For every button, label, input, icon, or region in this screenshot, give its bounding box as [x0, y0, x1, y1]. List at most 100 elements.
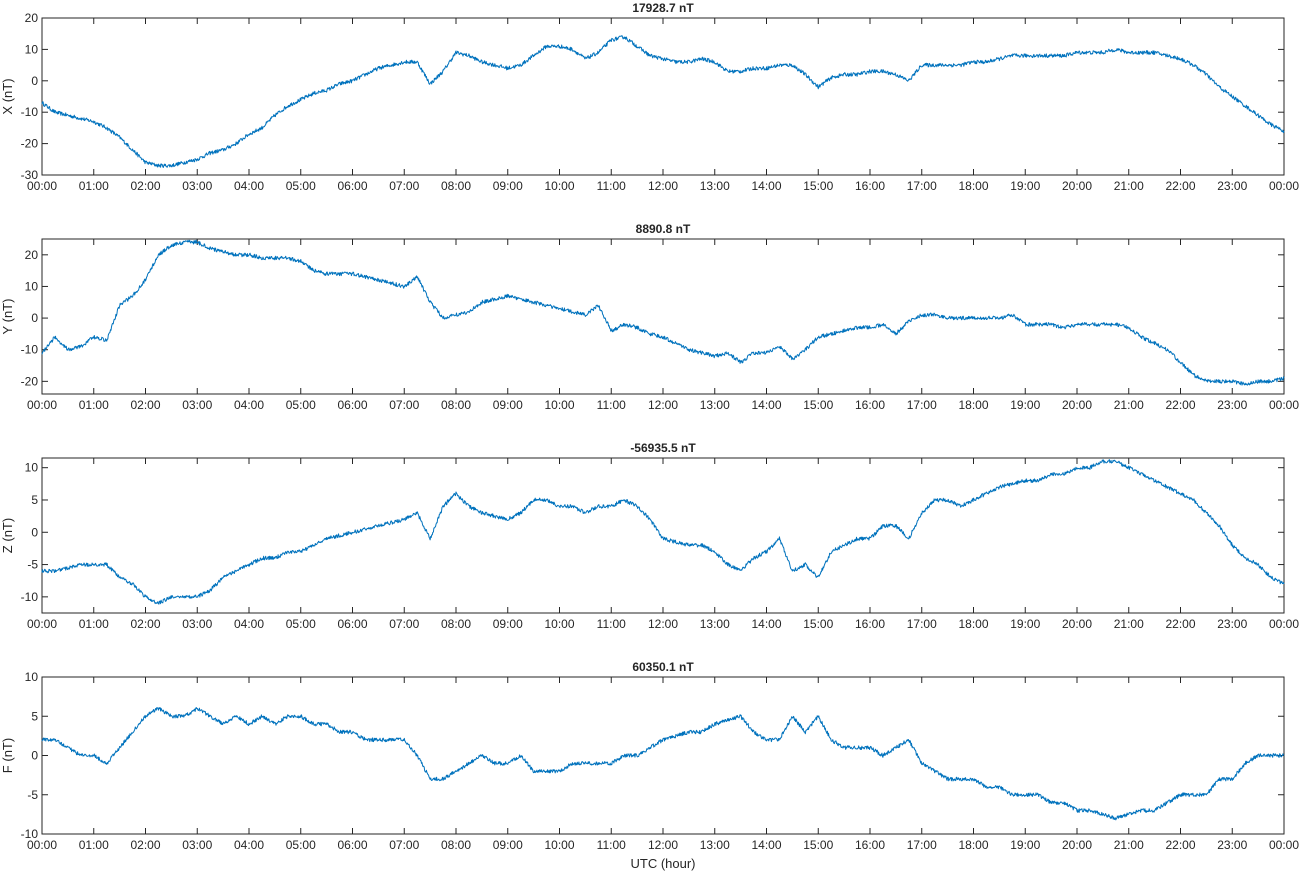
- panel-f-xtick-label: 06:00: [337, 838, 367, 852]
- panel-y: 8890.8 nT -20 -10 0 10 20 00:00 01:00 02:00 03:00…: [0, 222, 1299, 412]
- panel-z-xtick-label: 14:00: [751, 617, 781, 631]
- panel-z-axes-box: [41, 457, 1285, 614]
- panel-x-ytick-label: -10: [21, 105, 39, 119]
- panel-f-xtick-label: 07:00: [389, 838, 419, 852]
- panel-f: 60350.1 nT -10 -5 0 5 10 00:00 01:00 02:00 03:00 0…: [0, 660, 1299, 871]
- panel-x-series-line: [41, 35, 1285, 168]
- panel-y-xtick-label: 09:00: [493, 398, 523, 412]
- panel-z-xtick-label: 23:00: [1217, 617, 1247, 631]
- panel-f-xtick-label: 08:00: [441, 838, 471, 852]
- panel-x-xtick-label: 00:00: [27, 179, 57, 193]
- panel-x-xtick-label: 08:00: [441, 179, 471, 193]
- panel-x-ytick-label: -20: [21, 137, 39, 151]
- panel-f-ytick-label: -10: [21, 827, 39, 841]
- panel-y-xtick-label: 02:00: [130, 398, 160, 412]
- panel-z-xtick-label: 09:00: [493, 617, 523, 631]
- panel-f-xtick-label: 23:00: [1217, 838, 1247, 852]
- panel-z-xtick-label: 01:00: [79, 617, 109, 631]
- panel-y-xtick-label: 13:00: [700, 398, 730, 412]
- panel-x-ytick-label: 20: [25, 11, 39, 25]
- panel-z-xtick-label: 02:00: [130, 617, 160, 631]
- panel-z-xtick-label: 00:00: [1269, 617, 1299, 631]
- panel-z-xtick-label: 21:00: [1114, 617, 1144, 631]
- panel-z-xtick-label: 22:00: [1165, 617, 1195, 631]
- panel-f-xtick-label: 00:00: [1269, 838, 1299, 852]
- panel-y-xtick-label: 19:00: [1010, 398, 1040, 412]
- panel-f-xlabel: UTC (hour): [630, 856, 695, 871]
- panel-f-xtick-label: 18:00: [958, 838, 988, 852]
- panel-f-xtick-label: 14:00: [751, 838, 781, 852]
- panel-y-xtick-label: 03:00: [182, 398, 212, 412]
- panel-z-ylabel: Z (nT): [0, 518, 15, 553]
- panel-f-series-line: [41, 707, 1285, 821]
- panel-z-xtick-label: 15:00: [803, 617, 833, 631]
- panel-f-xtick-label: 20:00: [1062, 838, 1092, 852]
- panel-z-ytick-label: 5: [31, 493, 38, 507]
- panel-z-xtick-label: 04:00: [234, 617, 264, 631]
- panel-y-xtick-label: 21:00: [1114, 398, 1144, 412]
- panel-z-xtick-label: 07:00: [389, 617, 419, 631]
- panel-y-xtick-label: 00:00: [1269, 398, 1299, 412]
- panel-f-xtick-label: 13:00: [700, 838, 730, 852]
- panel-y-xtick-label: 05:00: [286, 398, 316, 412]
- panel-f-ytick-label: 0: [31, 749, 38, 763]
- panel-f-axes-box: [41, 676, 1285, 835]
- panel-x-xtick-label: 10:00: [544, 179, 574, 193]
- panel-f-xtick-label: 09:00: [493, 838, 523, 852]
- panel-z-xtick-label: 03:00: [182, 617, 212, 631]
- panel-y-xtick-label: 18:00: [958, 398, 988, 412]
- panel-x-xtick-label: 21:00: [1114, 179, 1144, 193]
- panel-f-xtick-label: 15:00: [803, 838, 833, 852]
- panel-x-xtick-label: 17:00: [907, 179, 937, 193]
- panel-z-ytick-label: -5: [27, 558, 38, 572]
- panel-y-ytick-label: 10: [25, 279, 39, 293]
- panel-x: 17928.7 nT -30 -20 -10 0 10 20 00:00 01:00 02:00 0…: [0, 1, 1299, 193]
- panel-y-xtick-label: 16:00: [855, 398, 885, 412]
- panel-y-xtick-label: 23:00: [1217, 398, 1247, 412]
- panel-x-xtick-label: 13:00: [700, 179, 730, 193]
- panel-y-ytick-label: 0: [31, 311, 38, 325]
- panel-y-xtick-label: 22:00: [1165, 398, 1195, 412]
- panel-x-ylabel: X (nT): [0, 78, 15, 114]
- panel-f-xtick-label: 04:00: [234, 838, 264, 852]
- panel-f-ytick-label: 10: [25, 670, 39, 684]
- panel-x-ytick-label: -30: [21, 168, 39, 182]
- panel-x-xtick-label: 14:00: [751, 179, 781, 193]
- panel-z-xtick-label: 06:00: [337, 617, 367, 631]
- panel-y-xtick-label: 07:00: [389, 398, 419, 412]
- panel-y-xtick-label: 10:00: [544, 398, 574, 412]
- panel-y-xtick-label: 08:00: [441, 398, 471, 412]
- panel-y-axes-box: [41, 238, 1285, 395]
- panel-y-xtick-label: 00:00: [27, 398, 57, 412]
- panel-y-ytick-label: 20: [25, 248, 39, 262]
- panel-f-ylabel: F (nT): [0, 738, 15, 773]
- panel-y-xtick-label: 04:00: [234, 398, 264, 412]
- panel-y-series-line: [41, 239, 1285, 386]
- panel-x-xtick-label: 12:00: [648, 179, 678, 193]
- panel-f-xtick-label: 10:00: [544, 838, 574, 852]
- panel-f-xtick-label: 16:00: [855, 838, 885, 852]
- panel-z-xtick-label: 16:00: [855, 617, 885, 631]
- panel-y-xtick-label: 01:00: [79, 398, 109, 412]
- panel-z-xtick-label: 20:00: [1062, 617, 1092, 631]
- panel-z-ytick-label: 0: [31, 525, 38, 539]
- panel-x-xtick-label: 05:00: [286, 179, 316, 193]
- panel-y-xtick-label: 14:00: [751, 398, 781, 412]
- panel-z-xtick-label: 08:00: [441, 617, 471, 631]
- panel-z-ytick-label: 10: [25, 461, 39, 475]
- panel-f-xtick-label: 05:00: [286, 838, 316, 852]
- panel-z-ytick-label: -10: [21, 590, 39, 604]
- panel-f-ytick-label: 5: [31, 709, 38, 723]
- panel-z-title: -56935.5 nT: [630, 441, 696, 455]
- panel-z-xtick-label: 10:00: [544, 617, 574, 631]
- panel-y-ytick-label: -20: [21, 374, 39, 388]
- panel-x-xtick-label: 18:00: [958, 179, 988, 193]
- panel-z-series-line: [41, 459, 1285, 605]
- panel-x-xtick-label: 04:00: [234, 179, 264, 193]
- panel-x-xtick-label: 23:00: [1217, 179, 1247, 193]
- panel-z-xtick-label: 17:00: [907, 617, 937, 631]
- panel-f-xtick-label: 19:00: [1010, 838, 1040, 852]
- panel-x-xtick-label: 19:00: [1010, 179, 1040, 193]
- panel-f-title: 60350.1 nT: [632, 660, 694, 674]
